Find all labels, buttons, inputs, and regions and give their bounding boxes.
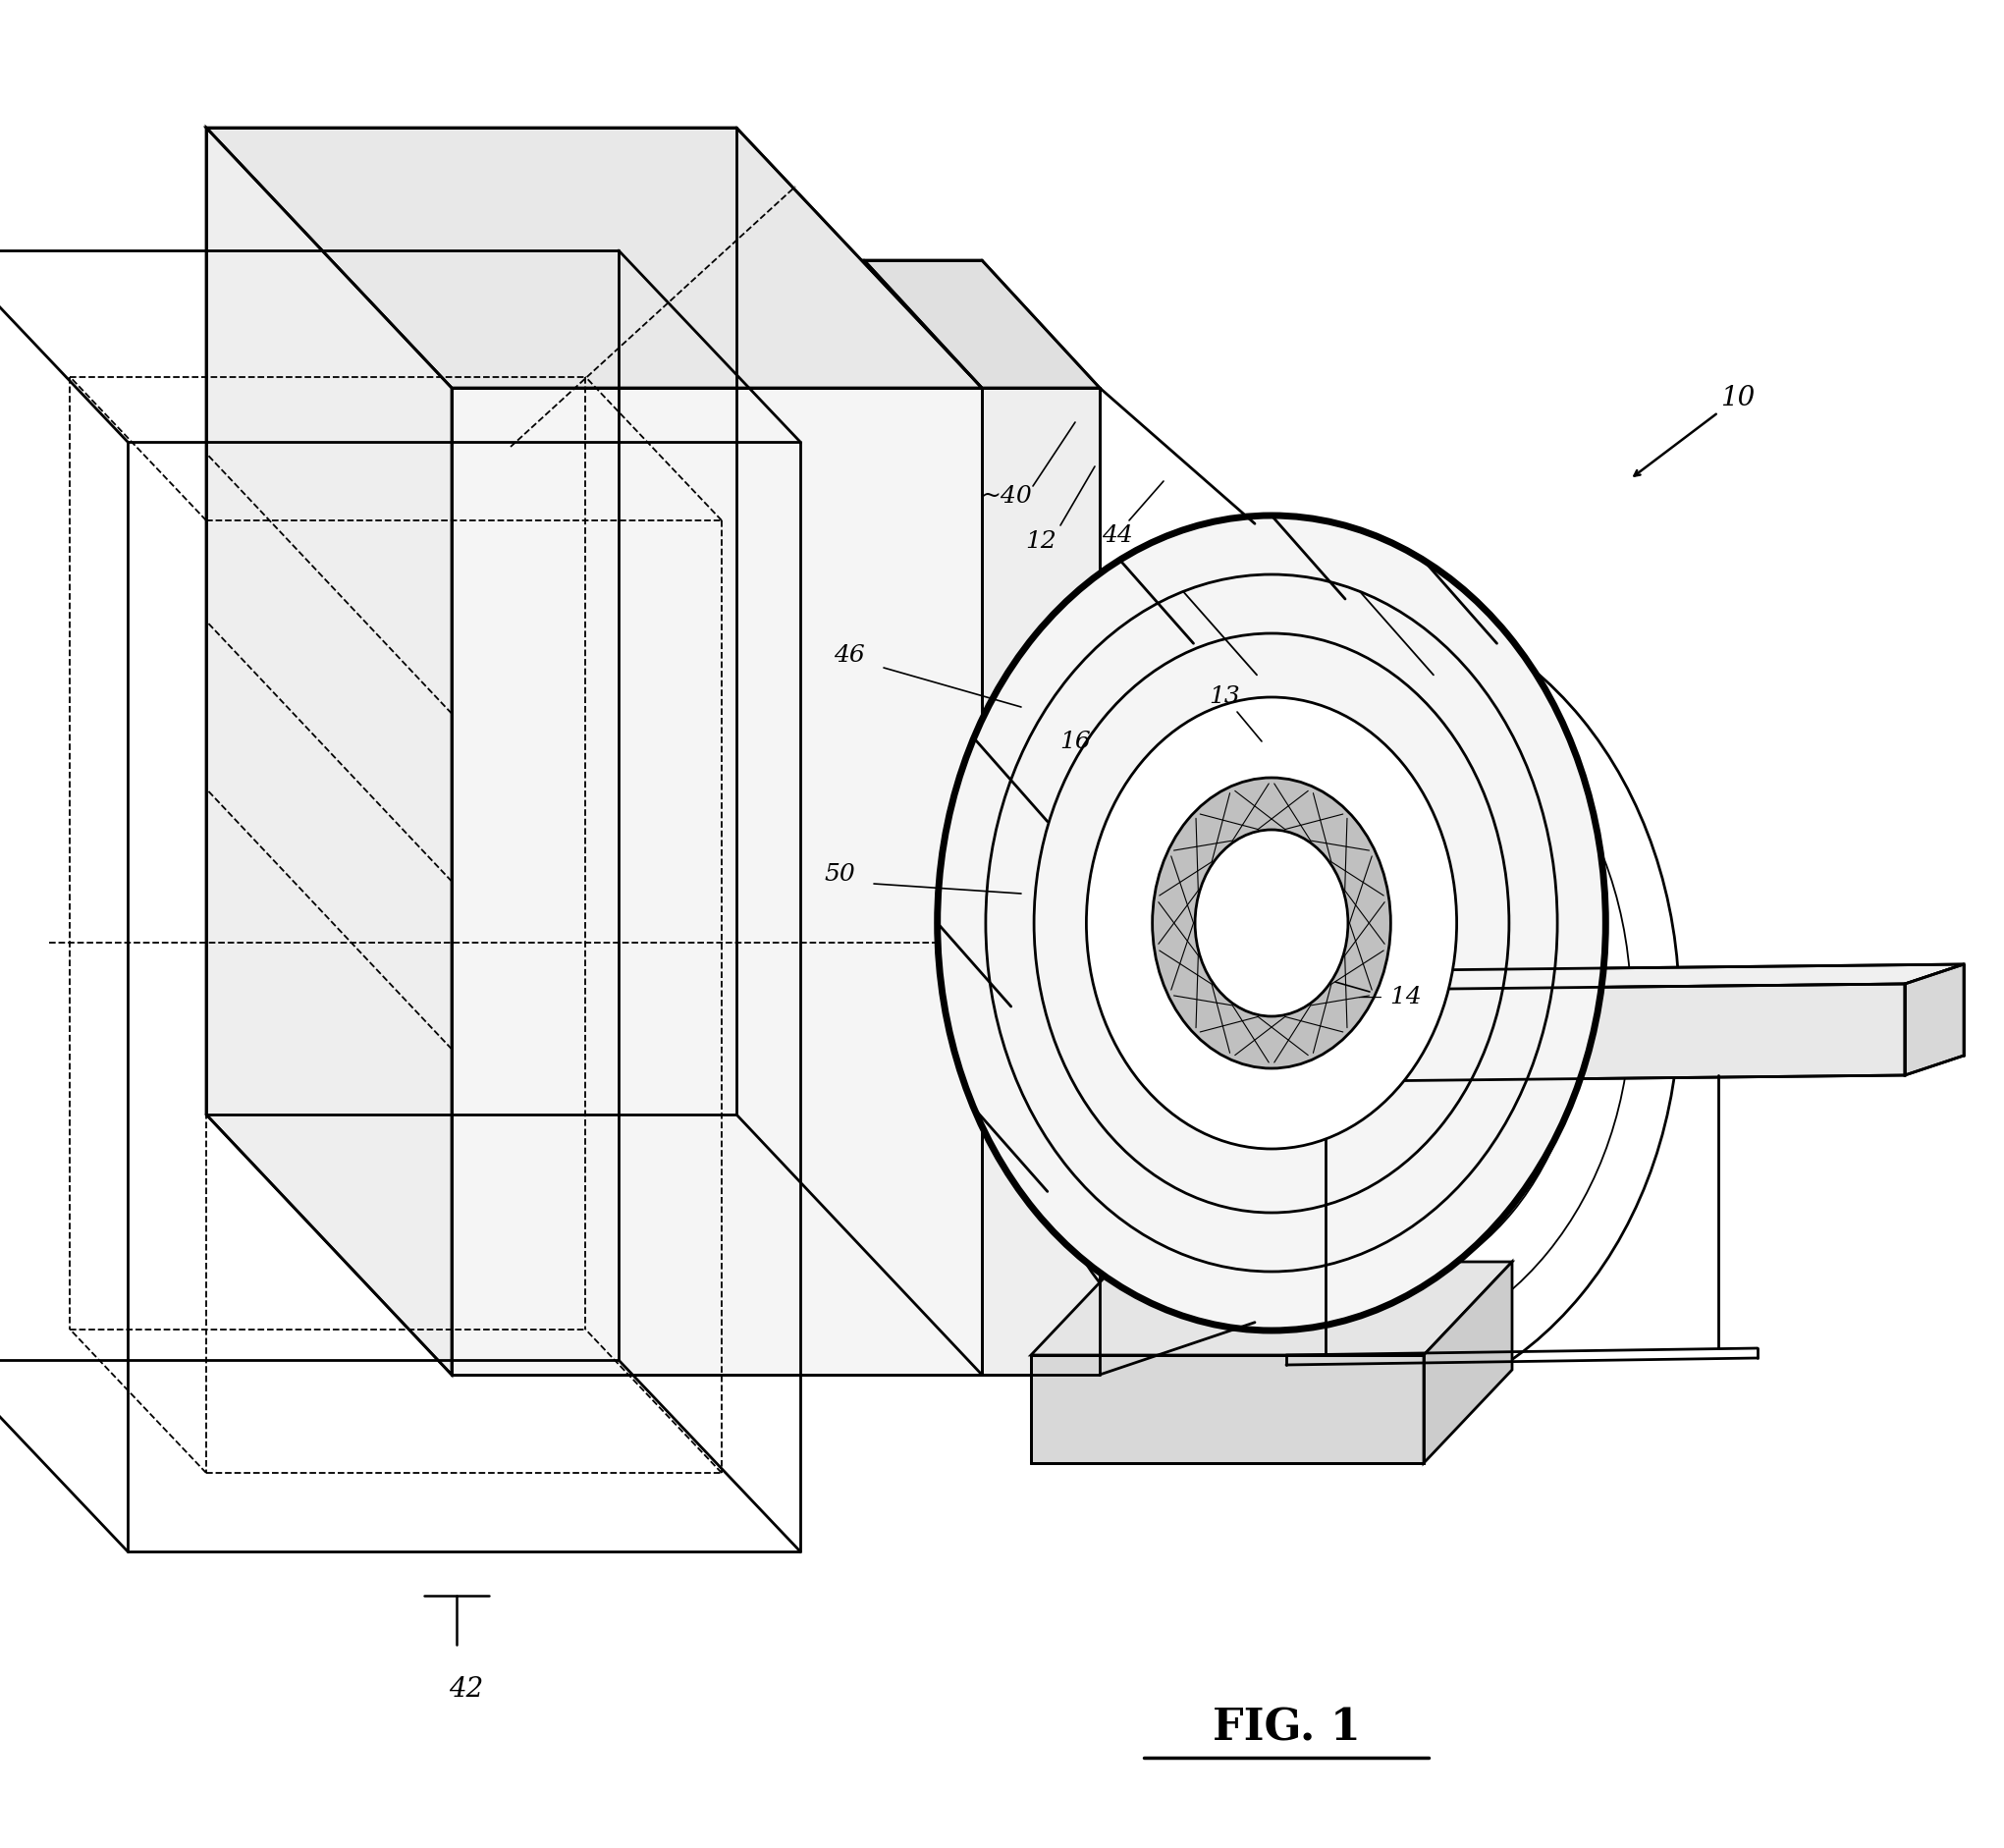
Polygon shape bbox=[982, 388, 1100, 1375]
Text: 10: 10 bbox=[1721, 384, 1756, 410]
Ellipse shape bbox=[1194, 830, 1349, 1016]
Ellipse shape bbox=[1152, 778, 1391, 1068]
Text: 16: 16 bbox=[1060, 730, 1090, 752]
Text: 13: 13 bbox=[1208, 686, 1240, 708]
Text: 42: 42 bbox=[449, 1676, 483, 1702]
Text: 46: 46 bbox=[834, 645, 866, 667]
Polygon shape bbox=[206, 128, 982, 388]
Polygon shape bbox=[206, 128, 451, 1375]
Polygon shape bbox=[1178, 983, 1906, 1083]
Polygon shape bbox=[864, 261, 1100, 388]
Ellipse shape bbox=[1086, 697, 1457, 1149]
Text: 50: 50 bbox=[824, 863, 856, 885]
Text: — 14: — 14 bbox=[1357, 985, 1421, 1007]
Polygon shape bbox=[1906, 965, 1964, 1076]
Polygon shape bbox=[1178, 965, 1964, 992]
Text: 44: 44 bbox=[1102, 523, 1132, 547]
Text: FIG. 1: FIG. 1 bbox=[1212, 1708, 1361, 1750]
Ellipse shape bbox=[938, 516, 1605, 1331]
Text: 12: 12 bbox=[1026, 530, 1056, 553]
Polygon shape bbox=[1423, 1262, 1513, 1464]
Text: ~40: ~40 bbox=[980, 484, 1032, 506]
Polygon shape bbox=[1030, 1262, 1513, 1355]
Polygon shape bbox=[1030, 1355, 1423, 1464]
Polygon shape bbox=[451, 388, 982, 1375]
